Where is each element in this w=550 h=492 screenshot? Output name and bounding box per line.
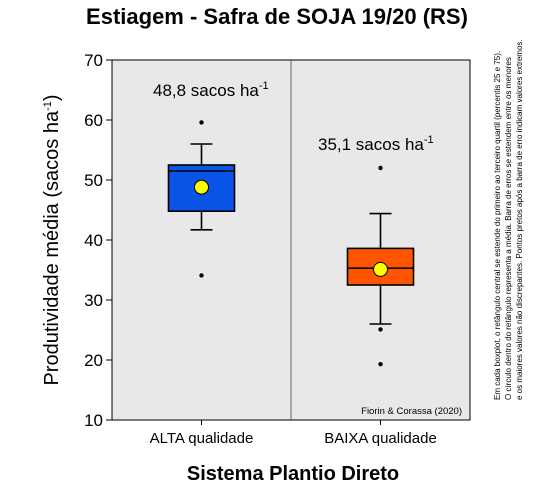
outlier-point: [378, 327, 383, 332]
chart-title: Estiagem - Safra de SOJA 19/20 (RS): [86, 4, 468, 29]
y-axis: 10 20 30 40 50 60 70: [84, 51, 112, 430]
x-tick-label: BAIXA qualidade: [324, 430, 437, 447]
y-tick-label: 50: [84, 171, 103, 190]
outlier-point: [199, 120, 204, 125]
box-group: [167, 120, 236, 278]
outlier-point: [199, 273, 204, 278]
y-tick-label: 40: [84, 231, 103, 250]
y-tick-label: 10: [84, 411, 103, 430]
outlier-point: [378, 362, 383, 367]
x-axis: ALTA qualidade BAIXA qualidade: [150, 420, 437, 447]
mean-annotation: 48,8 sacos ha-1: [153, 80, 269, 100]
y-tick-label: 60: [84, 111, 103, 130]
side-note: Em cada boxplot, o retângulo central se …: [493, 39, 524, 400]
x-axis-label: Sistema Plantio Direto: [187, 463, 399, 485]
mean-marker: [194, 179, 209, 195]
y-axis-label: Produtividade média (sacos ha-1): [41, 94, 63, 385]
side-note-line: O círculo dentro do retângulo representa…: [504, 57, 513, 400]
credit-label: Fiorin & Corassa (2020): [361, 406, 462, 417]
y-tick-label: 30: [84, 291, 103, 310]
mean-annotation: 35,1 sacos ha-1: [318, 134, 434, 154]
mean-marker: [373, 261, 388, 277]
x-tick-label: ALTA qualidade: [150, 430, 254, 447]
boxplot-series: [167, 120, 415, 367]
y-tick-label: 70: [84, 51, 103, 70]
side-note-line: Em cada boxplot, o retângulo central se …: [493, 51, 502, 400]
y-tick-label: 20: [84, 351, 103, 370]
box-group: [346, 165, 415, 367]
side-note-line: e os maiores valores não discrepantes. P…: [515, 39, 524, 400]
outlier-point: [378, 165, 383, 171]
